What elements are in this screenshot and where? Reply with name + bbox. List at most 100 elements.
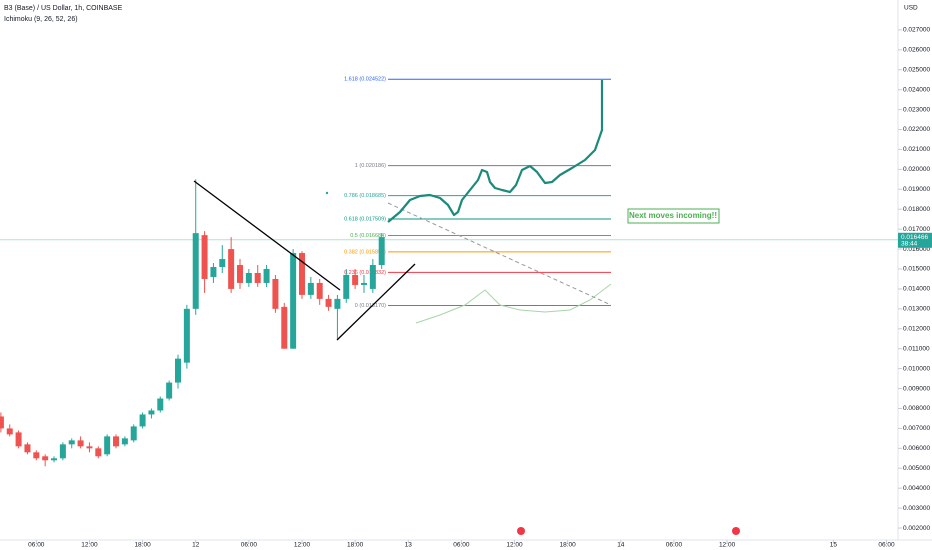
dashed-projection — [387, 202, 612, 306]
x-tick-label: 06:00 — [28, 542, 45, 549]
candle-body — [334, 298, 341, 309]
y-tick-label: 0.013000 — [903, 306, 930, 313]
candle-body — [86, 446, 93, 449]
candle-body — [130, 426, 137, 441]
y-tick-label: 0.022000 — [903, 126, 930, 133]
y-tick-label: 0.023000 — [903, 106, 930, 113]
candle-body — [290, 253, 297, 349]
candle-body — [316, 282, 323, 299]
candle-body — [175, 358, 182, 383]
fib-label: 0.382 (0.015859) — [344, 249, 386, 255]
x-tick-label: 13 — [405, 542, 413, 549]
candle-body — [378, 237, 385, 266]
fib-label: 1 (0.020186) — [355, 163, 386, 169]
candle-body — [59, 444, 66, 459]
y-tick-label: 0.012000 — [903, 325, 930, 332]
y-tick-label: 0.026000 — [903, 47, 930, 54]
x-tick-label: 18:00 — [134, 542, 151, 549]
x-tick-label: 06:00 — [666, 542, 683, 549]
candle-body — [263, 269, 270, 283]
dot — [325, 191, 329, 195]
candle-body — [192, 233, 199, 309]
candle-body — [281, 306, 288, 349]
y-tick-label: 0.021000 — [903, 146, 930, 153]
fib-label: 1.618 (0.024522) — [344, 77, 386, 83]
y-tick-label: 0.002000 — [903, 525, 930, 532]
chart-title: B3 (Base) / US Dollar, 1h, COINBASE — [4, 5, 123, 12]
candle-body — [6, 428, 13, 435]
candle-body — [254, 272, 261, 283]
x-tick-label: 06:00 — [453, 542, 470, 549]
x-tick-label: 12:00 — [81, 542, 98, 549]
annotation-box — [627, 208, 720, 224]
y-tick-label: 0.009000 — [903, 385, 930, 392]
candle-body — [157, 398, 164, 411]
x-tick-label: 06:00 — [241, 542, 258, 549]
candle-body — [272, 278, 279, 309]
y-tick-label: 0.008000 — [903, 405, 930, 412]
x-tick-label: 15 — [830, 542, 838, 549]
annotation: Next moves incoming!! — [629, 211, 717, 220]
y-tick-label: 0.024000 — [903, 86, 930, 93]
fib-label: 0.5 (0.016684) — [350, 233, 386, 239]
y-tick-label: 0.005000 — [903, 465, 930, 472]
x-tick-label: 18:00 — [347, 542, 364, 549]
candle-body — [104, 436, 111, 455]
candle-body — [0, 416, 4, 429]
candle-body — [33, 452, 40, 459]
y-tick-label: 0.018000 — [903, 206, 930, 213]
countdown: 38:44 — [901, 241, 918, 248]
candle-body — [183, 308, 190, 363]
x-tick-label: 18:00 — [560, 542, 577, 549]
candle-body — [77, 440, 84, 447]
projected-path — [387, 80, 604, 223]
candle-body — [219, 259, 226, 268]
y-tick-label: 0.010000 — [903, 365, 930, 372]
y-tick-label: 0.003000 — [903, 505, 930, 512]
candle-body — [343, 274, 350, 299]
candle-body — [166, 382, 173, 399]
candle-body — [68, 440, 75, 445]
candle-body — [95, 448, 102, 457]
x-tick-label: 12:00 — [719, 542, 736, 549]
price-tag-label: 0.016466 — [901, 234, 928, 241]
y-tick-label: 0.025000 — [903, 66, 930, 73]
candle-body — [307, 282, 314, 295]
candle-body — [228, 249, 235, 289]
indicator-label: Ichimoku (9, 26, 52, 26) — [4, 16, 78, 23]
candle-body — [15, 432, 22, 447]
y-tick-label: 0.004000 — [903, 485, 930, 492]
trend-line — [193, 180, 341, 291]
plot: 0.002000 0.003000 0.004000 0.005000 0.006000… — [0, 27, 932, 549]
x-tick-label: 12:00 — [294, 542, 311, 549]
fib-label: 0 (0.013170) — [355, 303, 386, 309]
y-tick-label: 0.011000 — [903, 345, 930, 352]
y-tick-label: 0.015000 — [903, 266, 930, 273]
event-icon — [517, 527, 525, 535]
y-tick-label: 0.019000 — [903, 186, 930, 193]
fib-label: 0.786 (0.018685) — [344, 193, 386, 199]
fib-label: 0.618 (0.017509) — [344, 216, 386, 222]
candle-body — [121, 438, 128, 445]
trend-line — [336, 263, 416, 341]
y-tick-label: 0.007000 — [903, 425, 930, 432]
candle-body — [245, 272, 252, 283]
candle-body — [201, 235, 208, 279]
ichimoku-line — [415, 283, 612, 324]
y-tick-label: 0.027000 — [903, 27, 930, 34]
price-tag — [898, 232, 932, 248]
candle-body — [210, 267, 217, 277]
fib-label: 0.236 (0.014832) — [344, 270, 386, 276]
x-tick-label: 12:00 — [506, 542, 523, 549]
candle-body — [325, 298, 332, 307]
x-tick-label: 06:00 — [878, 542, 895, 549]
candle-body — [148, 410, 155, 415]
y-tick-label: 0.020000 — [903, 166, 930, 173]
x-tick-label: 12 — [192, 542, 200, 549]
candle-body — [51, 458, 58, 461]
y-tick-label: 0.006000 — [903, 445, 930, 452]
candle-body — [360, 282, 367, 285]
y-tick-label: 0.017000 — [903, 226, 930, 233]
y-tick-label: 0.014000 — [903, 286, 930, 293]
